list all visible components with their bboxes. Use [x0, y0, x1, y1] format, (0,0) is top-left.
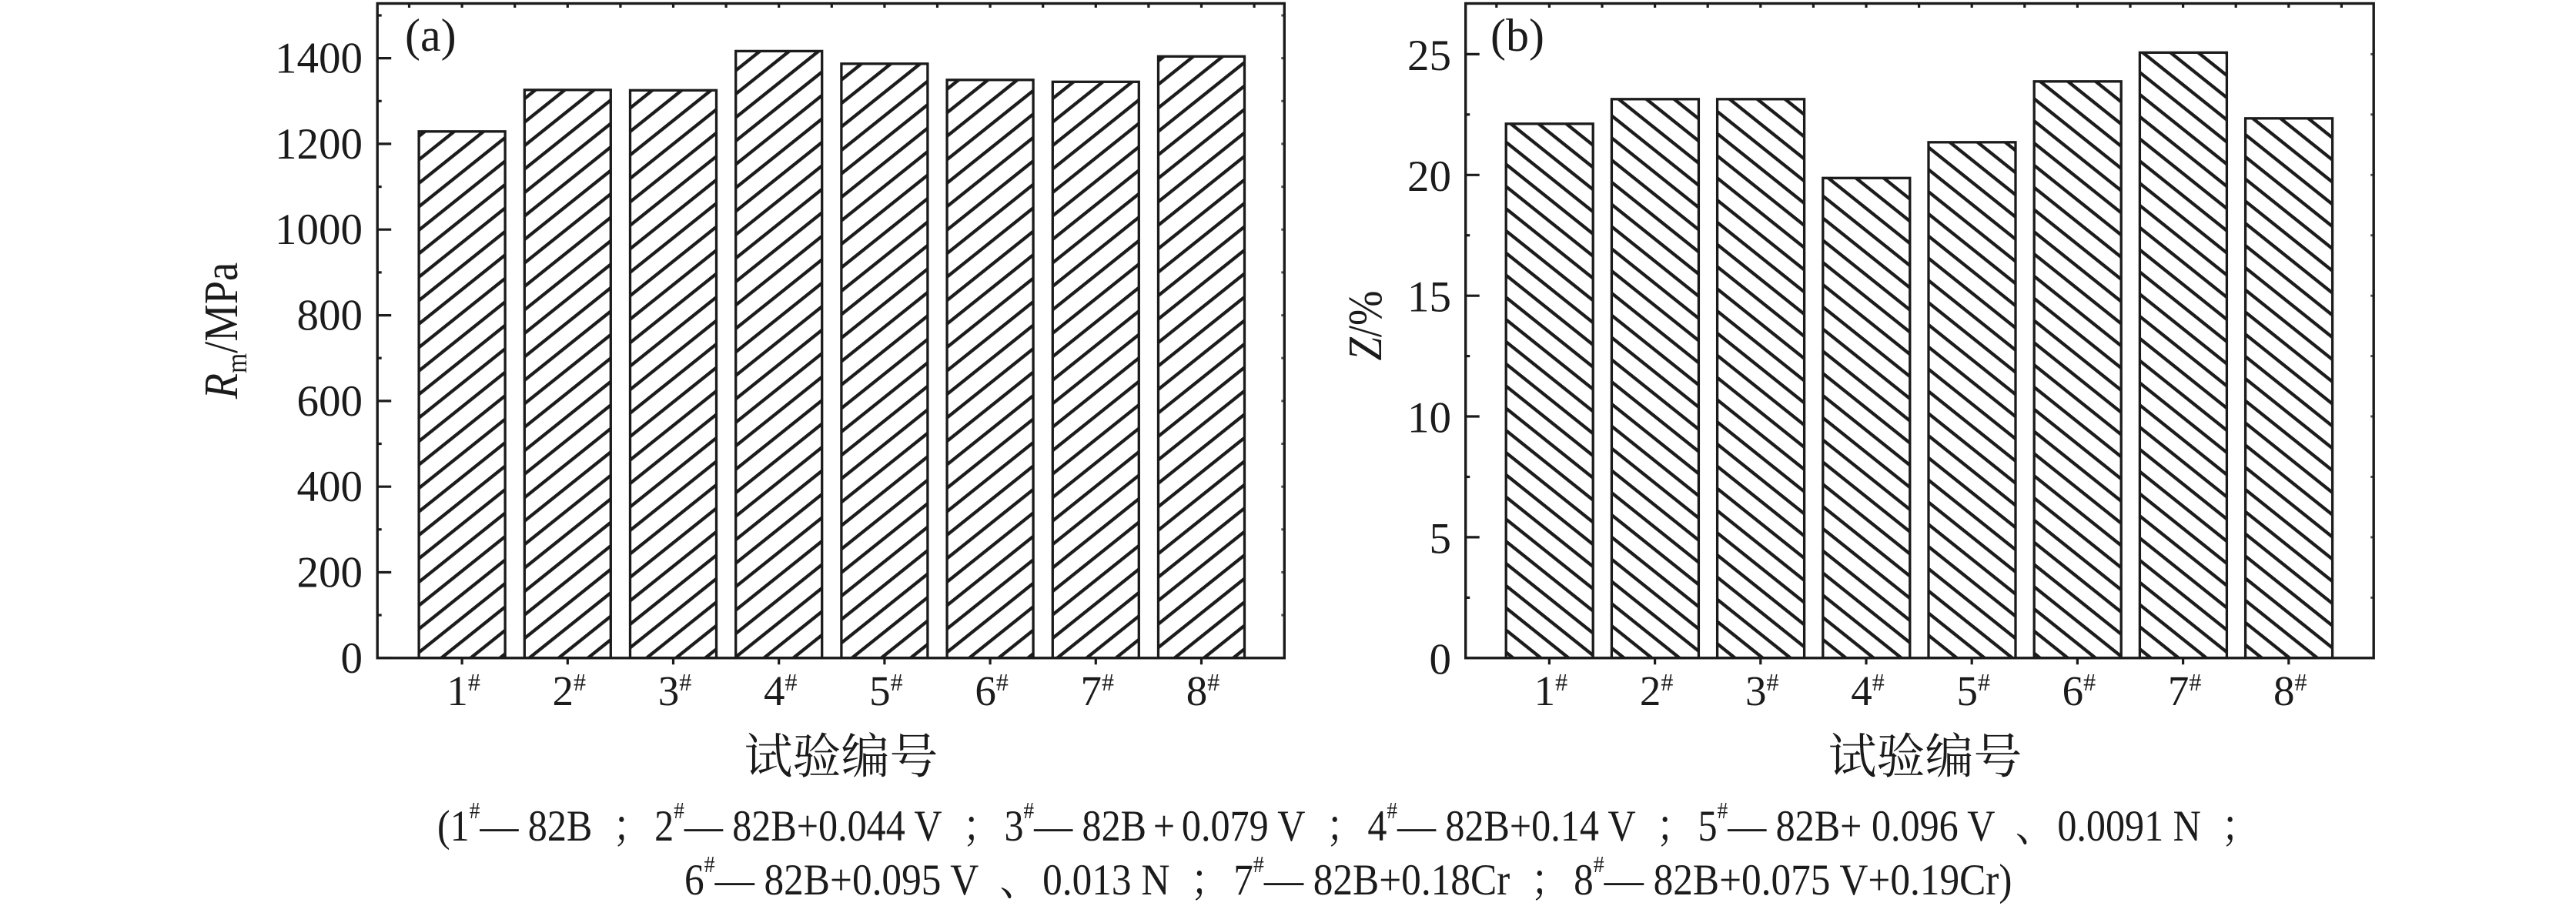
svg-text:7#: 7#	[2168, 667, 2202, 714]
svg-text:5#: 5#	[869, 667, 903, 714]
svg-text:8#: 8#	[2273, 667, 2307, 714]
svg-text:(a): (a)	[405, 10, 457, 61]
svg-text:2#: 2#	[1640, 667, 1674, 714]
svg-text:8#: 8#	[1186, 667, 1220, 714]
svg-text:1200: 1200	[275, 120, 363, 169]
svg-text:400: 400	[297, 463, 363, 511]
svg-text:200: 200	[297, 549, 363, 597]
svg-text:Rm/MPa: Rm/MPa	[195, 262, 253, 400]
svg-text:0: 0	[1430, 635, 1452, 684]
svg-text:15: 15	[1407, 273, 1451, 322]
svg-text:5: 5	[1430, 514, 1452, 563]
svg-text:1#: 1#	[447, 667, 480, 714]
svg-text:25: 25	[1407, 32, 1451, 80]
svg-text:600: 600	[297, 377, 363, 426]
svg-text:1400: 1400	[275, 35, 363, 83]
svg-text:20: 20	[1407, 152, 1451, 201]
svg-text:2#: 2#	[553, 667, 587, 714]
svg-text:0: 0	[341, 634, 363, 683]
svg-text:3#: 3#	[1745, 667, 1779, 714]
svg-text:7#: 7#	[1081, 667, 1115, 714]
svg-text:6#: 6#	[2062, 667, 2096, 714]
svg-text:10: 10	[1407, 394, 1451, 443]
svg-text:1000: 1000	[275, 206, 363, 254]
svg-text:1#: 1#	[1534, 667, 1568, 714]
svg-text:(b): (b)	[1490, 10, 1544, 61]
svg-text:4#: 4#	[1851, 667, 1885, 714]
svg-text:5#: 5#	[1956, 667, 1990, 714]
svg-text:800: 800	[297, 292, 363, 340]
svg-text:3#: 3#	[658, 667, 692, 714]
svg-text:4#: 4#	[764, 667, 797, 714]
svg-text:Z/%: Z/%	[1339, 291, 1392, 361]
svg-text:6#: 6#	[975, 667, 1009, 714]
